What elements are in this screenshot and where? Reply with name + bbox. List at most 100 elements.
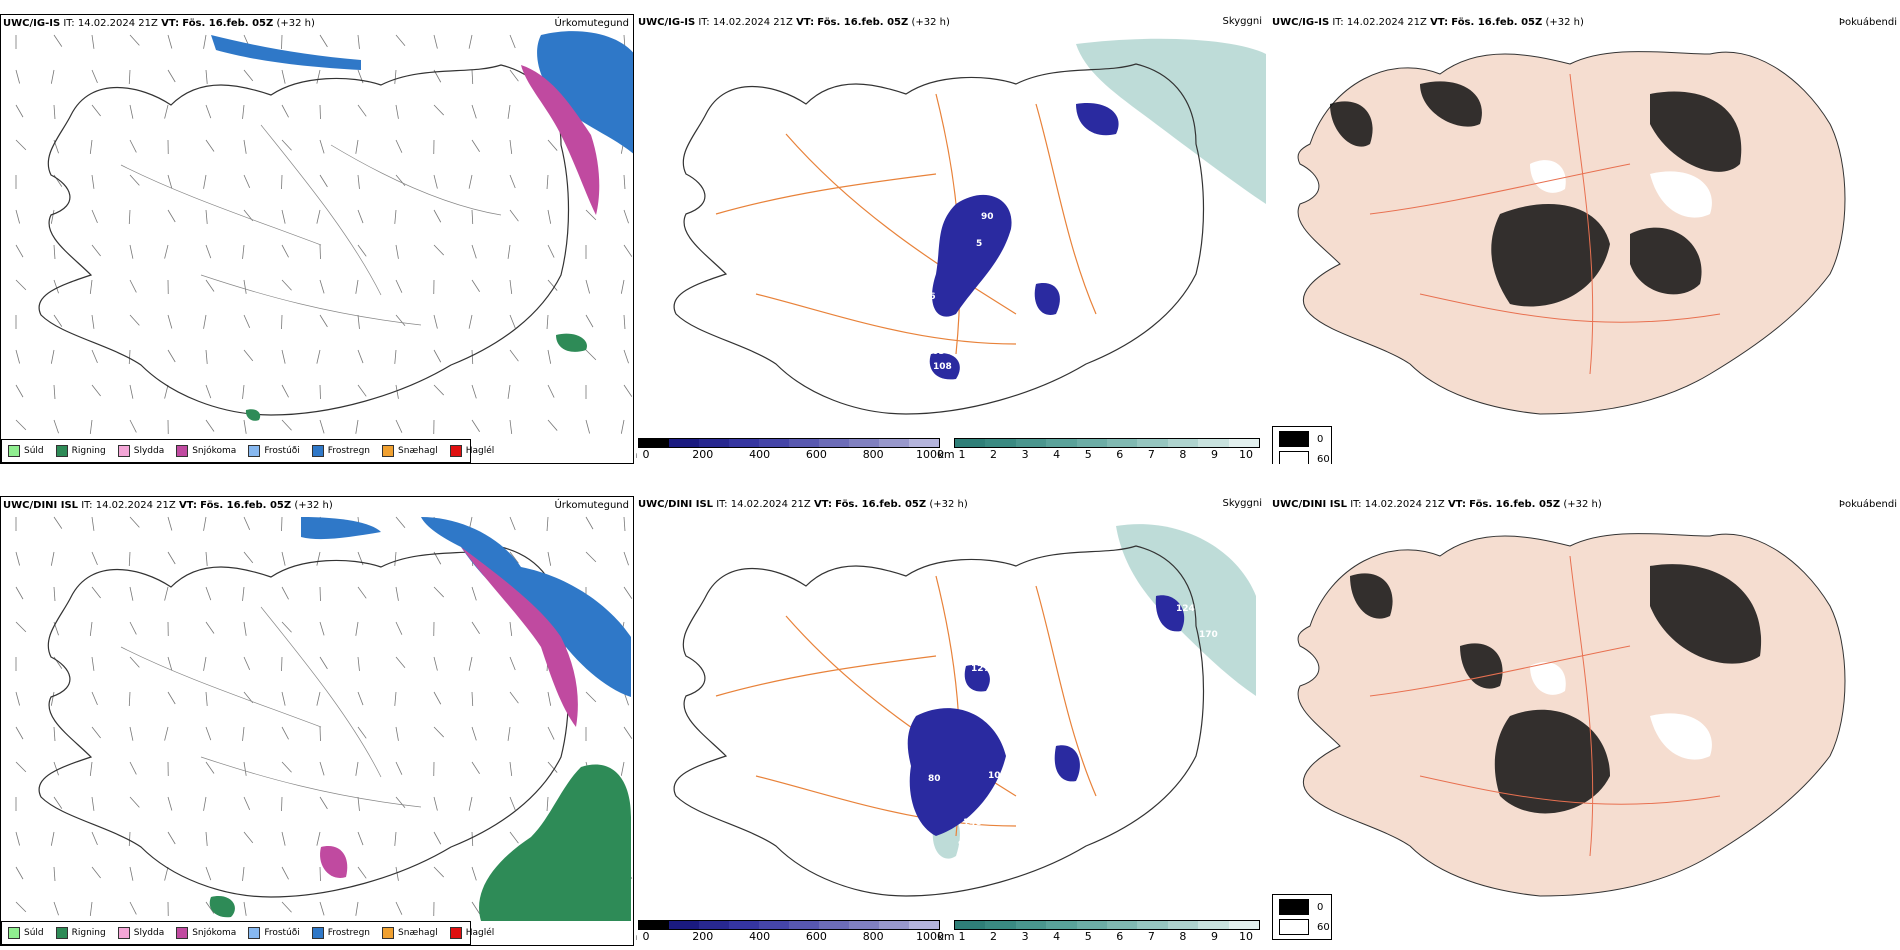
wind-barb xyxy=(395,139,403,153)
wind-barb xyxy=(129,901,137,915)
wind-barb xyxy=(319,761,325,776)
wind-barb xyxy=(623,586,633,599)
wind-barb xyxy=(394,69,397,84)
wind-barb xyxy=(585,419,591,434)
wind-barb xyxy=(50,831,55,846)
legend-item: Snjókoma xyxy=(176,445,236,457)
wind-barb xyxy=(509,419,513,434)
precip-label: 116 xyxy=(975,810,994,820)
wind-barb xyxy=(546,516,549,531)
wind-barb xyxy=(129,104,134,119)
wind-barb xyxy=(129,384,134,399)
legend-swatch xyxy=(248,445,261,457)
wind-barb xyxy=(357,866,367,879)
fog-label: 0 xyxy=(1317,433,1324,445)
fog-label: 60 xyxy=(1317,921,1330,933)
wind-barb xyxy=(91,349,98,364)
colorbar-tick: 600 xyxy=(805,448,827,461)
wind-barb xyxy=(128,691,131,707)
legend-label: Snæhagl xyxy=(398,446,438,456)
wind-barb xyxy=(91,209,98,224)
legend-label: Snjókoma xyxy=(192,928,237,938)
wind-barb xyxy=(509,279,513,294)
wind-barb xyxy=(585,691,597,703)
wind-barb xyxy=(164,726,169,741)
wind-barb xyxy=(15,831,21,846)
legend-swatch xyxy=(311,927,324,939)
legend-label: Frostúði xyxy=(264,928,300,938)
wind-barb xyxy=(205,691,208,706)
legend-label: Snjókoma xyxy=(192,446,237,456)
wind-barb xyxy=(546,174,549,189)
wind-barb xyxy=(89,761,93,776)
wind-barb xyxy=(53,726,56,741)
wind-barb xyxy=(205,69,208,84)
wind-barb xyxy=(319,419,325,434)
colorbar-tick: 4 xyxy=(1053,930,1061,943)
wind-barb xyxy=(128,69,131,85)
precip-label: 100 xyxy=(1057,781,1076,791)
wind-barb xyxy=(129,586,134,601)
wind-barb xyxy=(433,104,445,116)
wind-barb xyxy=(205,244,212,259)
wind-barb xyxy=(509,831,519,844)
legend-swatch xyxy=(117,445,130,457)
fog-label: 0 xyxy=(1317,901,1324,913)
wind-barb xyxy=(471,69,474,85)
wind-barb xyxy=(205,349,208,364)
wind-barb xyxy=(471,139,480,152)
fog-legend: 0 60 xyxy=(1272,894,1332,940)
colorbar-tick: 7 xyxy=(1147,448,1155,461)
wind-barb xyxy=(433,244,445,256)
colorbar-tick: 2 xyxy=(990,448,998,461)
legend-label: Slydda xyxy=(133,446,165,456)
wind-barb xyxy=(357,586,367,599)
precip-label: 76 xyxy=(923,292,936,302)
wind-barb xyxy=(471,901,480,914)
legend-item: Frostregn xyxy=(311,927,370,939)
wind-barb xyxy=(355,621,359,636)
legend-item: Frostregn xyxy=(311,445,370,457)
wind-barb xyxy=(355,761,359,776)
wind-barb xyxy=(433,209,442,223)
wind-barb xyxy=(15,621,27,633)
wind-barb xyxy=(53,586,56,601)
wind-barb xyxy=(89,419,93,434)
wind-barb xyxy=(585,279,591,294)
wind-barb xyxy=(281,279,292,291)
wind-barb xyxy=(128,349,131,365)
wind-barb xyxy=(15,586,24,600)
panel-title: Úrkomutegund xyxy=(554,18,629,29)
fog-legend-row: 60 xyxy=(1279,451,1330,464)
precip-label: 118 xyxy=(1133,645,1152,655)
wind-barb xyxy=(203,34,207,49)
wind-barb xyxy=(357,34,360,49)
wind-barb xyxy=(164,244,169,259)
wind-barb xyxy=(205,761,215,774)
wind-barb xyxy=(357,831,364,846)
wind-barb xyxy=(91,34,95,49)
legend-swatch xyxy=(382,445,395,457)
wind-barb xyxy=(15,384,24,398)
wind-barb xyxy=(433,34,438,49)
wind-barb xyxy=(509,656,516,671)
panel-header: UWC/IG-IS IT: 14.02.2024 21Z VT: Fös. 16… xyxy=(638,17,950,28)
colorbar-tick: 0 xyxy=(642,930,650,943)
wind-barb xyxy=(547,209,552,224)
wind-barb xyxy=(243,349,254,362)
wind-barb xyxy=(243,551,254,564)
wind-barb xyxy=(203,796,207,811)
precip-type-panel-row2: UWC/DINI ISL IT: 14.02.2024 21Z VT: Fös.… xyxy=(0,496,634,946)
precip-label: 106 xyxy=(988,771,1007,781)
wind-barb xyxy=(471,279,480,292)
legend-label: Slydda xyxy=(133,928,165,938)
wind-barb xyxy=(53,279,59,294)
precip-label: 103 xyxy=(926,347,945,357)
legend-swatch xyxy=(176,927,189,939)
wind-barbs xyxy=(15,516,633,917)
wind-barb xyxy=(129,516,140,528)
wind-barb xyxy=(585,209,597,221)
colorbar-tick: 1 xyxy=(958,930,966,943)
colorbar-tick: 9 xyxy=(1210,448,1218,461)
fog-swatch xyxy=(1279,899,1309,915)
